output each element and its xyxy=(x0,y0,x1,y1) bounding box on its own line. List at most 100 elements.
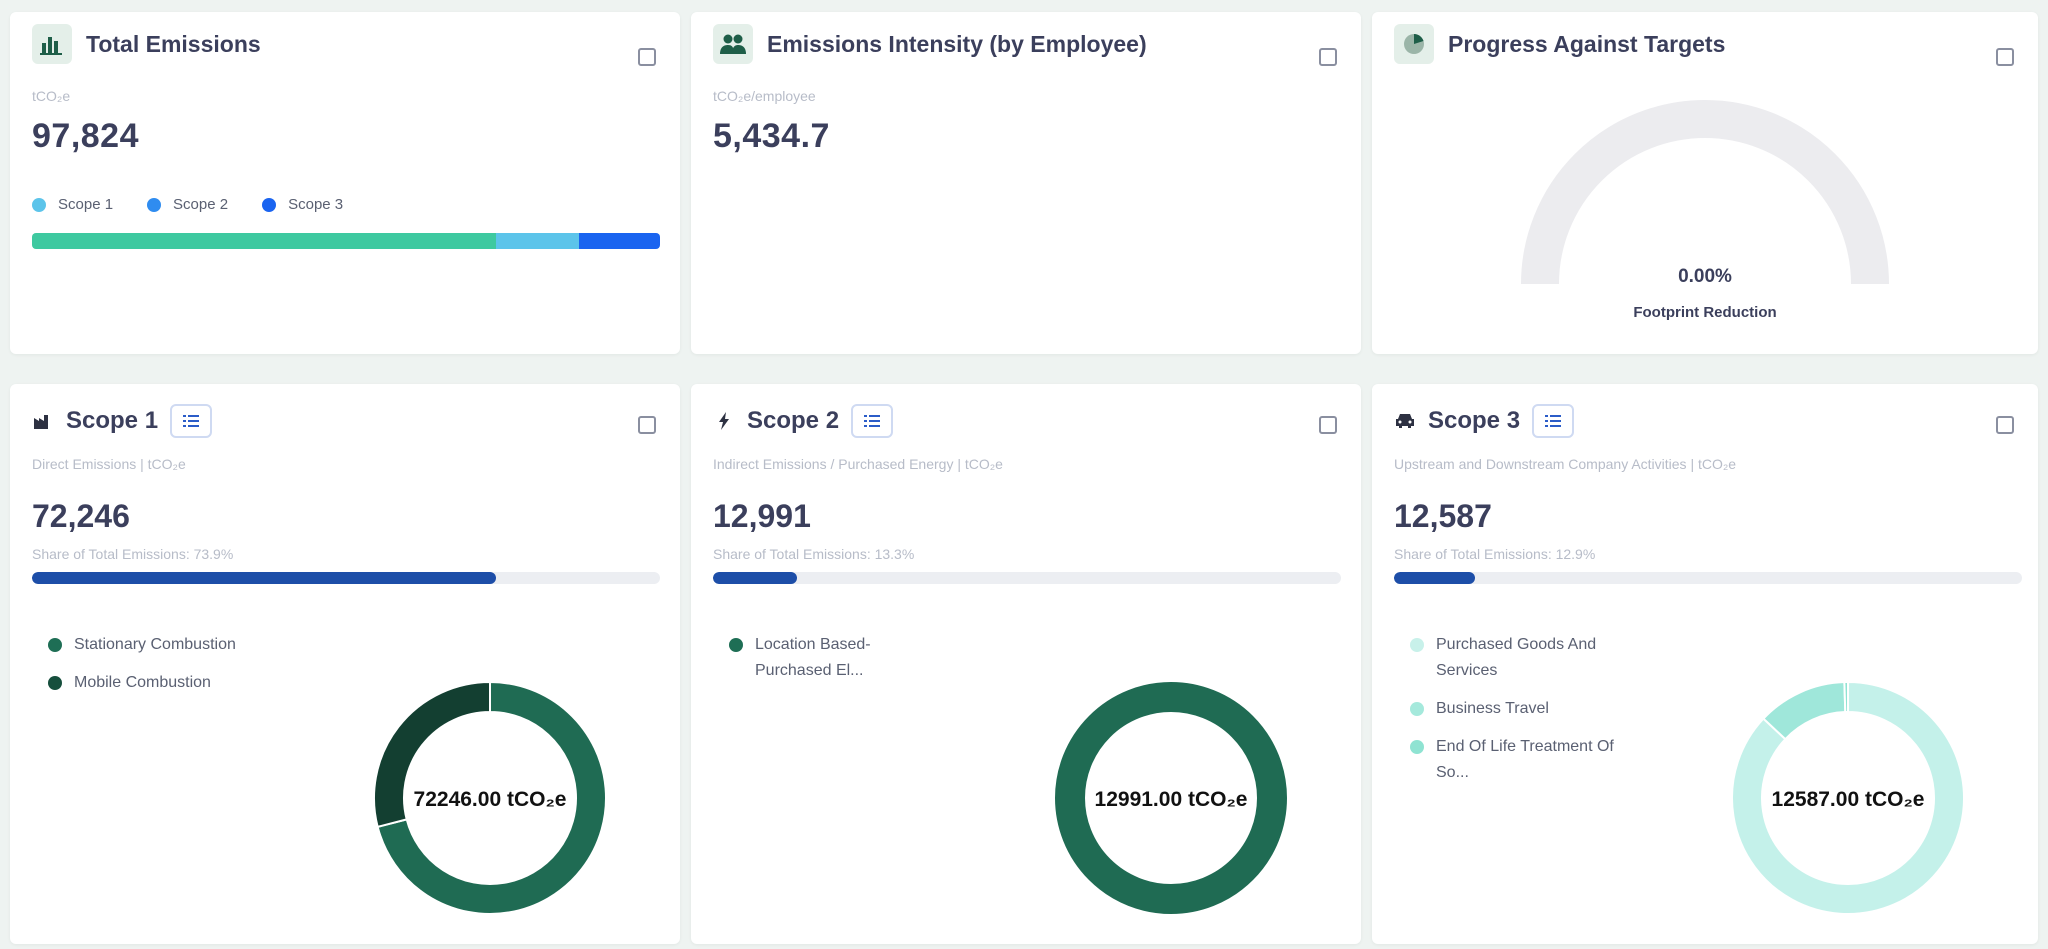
legend-item-scope-3[interactable]: Scope 3 xyxy=(262,196,343,213)
legend-item-location-based[interactable]: Location Based-Purchased El... xyxy=(729,632,899,684)
card-title: Total Emissions xyxy=(86,30,261,57)
card-title: Emissions Intensity (by Employee) xyxy=(767,30,1147,57)
pie-chart-icon xyxy=(1394,24,1434,64)
scope-3-header: Scope 3 xyxy=(1394,404,1575,438)
legend-item-purchased-goods[interactable]: Purchased Goods And Services xyxy=(1410,632,1640,684)
share-progress-bar xyxy=(32,572,660,584)
share-text: Share of Total Emissions: 12.9% xyxy=(1394,546,1596,562)
factory-icon xyxy=(32,410,54,432)
scope-subtitle: Direct Emissions | tCO₂e xyxy=(32,456,186,472)
scope-3-donut-slice-3[interactable] xyxy=(1843,680,1849,714)
legend-label: Scope 3 xyxy=(288,196,344,213)
legend-dot xyxy=(48,676,62,690)
scope-1-card: Scope 1 Direct Emissions | tCO₂e 72,246 … xyxy=(10,384,680,944)
select-checkbox[interactable] xyxy=(1996,48,2014,66)
legend-label: Scope 2 xyxy=(173,196,229,213)
bar-chart-icon xyxy=(32,24,72,64)
gauge-label: Footprint Reduction xyxy=(1633,304,1777,321)
legend-item-stationary-combustion[interactable]: Stationary Combustion xyxy=(48,632,236,658)
scope-2-segment[interactable] xyxy=(495,233,580,249)
legend-label: Scope 1 xyxy=(58,196,114,213)
card-title: Scope 2 xyxy=(747,407,840,434)
legend-item-mobile-combustion[interactable]: Mobile Combustion xyxy=(48,670,236,696)
list-icon xyxy=(864,415,881,427)
select-checkbox[interactable] xyxy=(638,48,656,66)
scope-stacked-bar[interactable] xyxy=(32,233,660,249)
list-icon xyxy=(1545,415,1562,427)
scope-3-card: Scope 3 Upstream and Downstream Company … xyxy=(1372,384,2038,944)
intensity-header: Emissions Intensity (by Employee) xyxy=(713,24,1147,64)
unit-label: tCO₂e xyxy=(32,88,71,104)
card-title: Scope 3 xyxy=(1428,407,1521,434)
share-progress-fill xyxy=(713,572,797,584)
progress-targets-card: Progress Against Targets 0.00% Footprint… xyxy=(1372,12,2038,354)
legend-dot xyxy=(48,638,62,652)
unit-label: tCO₂e/employee xyxy=(713,88,816,104)
card-title: Progress Against Targets xyxy=(1448,30,1726,57)
legend-dot xyxy=(1410,702,1424,716)
scope-1-donut-slice-1[interactable] xyxy=(376,680,607,915)
legend-dot xyxy=(1410,638,1424,652)
legend-dot xyxy=(1410,740,1424,754)
donut-legend: Purchased Goods And Services Business Tr… xyxy=(1410,632,1640,798)
donut-center-label: 12991.00 tCO₂e xyxy=(1095,788,1248,811)
scope-1-donut-chart[interactable]: 72246.00 tCO₂e xyxy=(372,680,608,916)
legend-item-end-of-life[interactable]: End Of Life Treatment Of So... xyxy=(1410,734,1640,786)
legend-item-business-travel[interactable]: Business Travel xyxy=(1410,696,1640,722)
scope-2-donut-chart[interactable]: 12991.00 tCO₂e xyxy=(1053,680,1289,916)
donut-center-label: 72246.00 tCO₂e xyxy=(414,788,567,811)
scope-1-segment[interactable] xyxy=(32,233,496,249)
scope-subtitle: Indirect Emissions / Purchased Energy | … xyxy=(713,456,1003,472)
total-emissions-card: Total Emissions tCO₂e 97,824 Scope 1 Sco… xyxy=(10,12,680,354)
legend-label: Business Travel xyxy=(1436,700,1549,717)
legend-dot xyxy=(32,197,46,212)
car-icon xyxy=(1394,410,1416,432)
legend-dot xyxy=(729,638,743,652)
target-gauge xyxy=(1521,100,1889,285)
total-emissions-header: Total Emissions xyxy=(32,24,261,64)
card-title: Scope 1 xyxy=(66,407,159,434)
list-view-button[interactable] xyxy=(1532,404,1575,438)
legend-label: Mobile Combustion xyxy=(74,674,211,691)
share-text: Share of Total Emissions: 73.9% xyxy=(32,546,234,562)
donut-legend: Location Based-Purchased El... xyxy=(729,632,899,696)
scope-3-donut-slice-2[interactable] xyxy=(1762,681,1847,741)
scope-value: 12,991 xyxy=(713,498,811,534)
gauge-track xyxy=(1521,100,1889,285)
gauge-value: 0.00% xyxy=(1678,266,1732,287)
scope-2-donut-slice-1[interactable] xyxy=(1055,682,1287,914)
scope-legend: Scope 1 Scope 2 Scope 3 xyxy=(32,196,343,213)
legend-item-scope-2[interactable]: Scope 2 xyxy=(147,196,228,213)
scope-value: 12,587 xyxy=(1394,498,1492,534)
share-text: Share of Total Emissions: 13.3% xyxy=(713,546,915,562)
share-progress-fill xyxy=(1394,572,1475,584)
emissions-intensity-card: Emissions Intensity (by Employee) tCO₂e/… xyxy=(691,12,1361,354)
select-checkbox[interactable] xyxy=(1319,48,1337,66)
list-icon xyxy=(183,415,200,427)
select-checkbox[interactable] xyxy=(638,416,656,434)
scope-subtitle: Upstream and Downstream Company Activiti… xyxy=(1394,456,1737,472)
select-checkbox[interactable] xyxy=(1319,416,1337,434)
legend-label: Location Based-Purchased El... xyxy=(755,636,871,679)
share-progress-fill xyxy=(32,572,497,584)
scope-3-segment[interactable] xyxy=(579,233,660,249)
legend-label: Purchased Goods And Services xyxy=(1436,636,1597,679)
scope-1-header: Scope 1 xyxy=(32,404,213,438)
legend-dot xyxy=(262,197,277,212)
total-emissions-value: 97,824 xyxy=(32,117,139,155)
list-view-button[interactable] xyxy=(170,404,213,438)
donut-center-label: 12587.00 tCO₂e xyxy=(1772,788,1925,811)
scope-3-donut-slice-1[interactable] xyxy=(1731,680,1965,915)
scope-1-donut-slice-2[interactable] xyxy=(373,680,491,829)
legend-label: End Of Life Treatment Of So... xyxy=(1436,738,1614,781)
lightning-icon xyxy=(713,410,735,432)
scope-3-donut-chart[interactable]: 12587.00 tCO₂e xyxy=(1730,680,1966,916)
select-checkbox[interactable] xyxy=(1996,416,2014,434)
legend-item-scope-1[interactable]: Scope 1 xyxy=(32,196,113,213)
list-view-button[interactable] xyxy=(851,404,894,438)
targets-header: Progress Against Targets xyxy=(1394,24,1725,64)
legend-label: Stationary Combustion xyxy=(74,636,236,653)
scope-value: 72,246 xyxy=(32,498,130,534)
users-icon xyxy=(713,24,753,64)
scope-2-header: Scope 2 xyxy=(713,404,894,438)
